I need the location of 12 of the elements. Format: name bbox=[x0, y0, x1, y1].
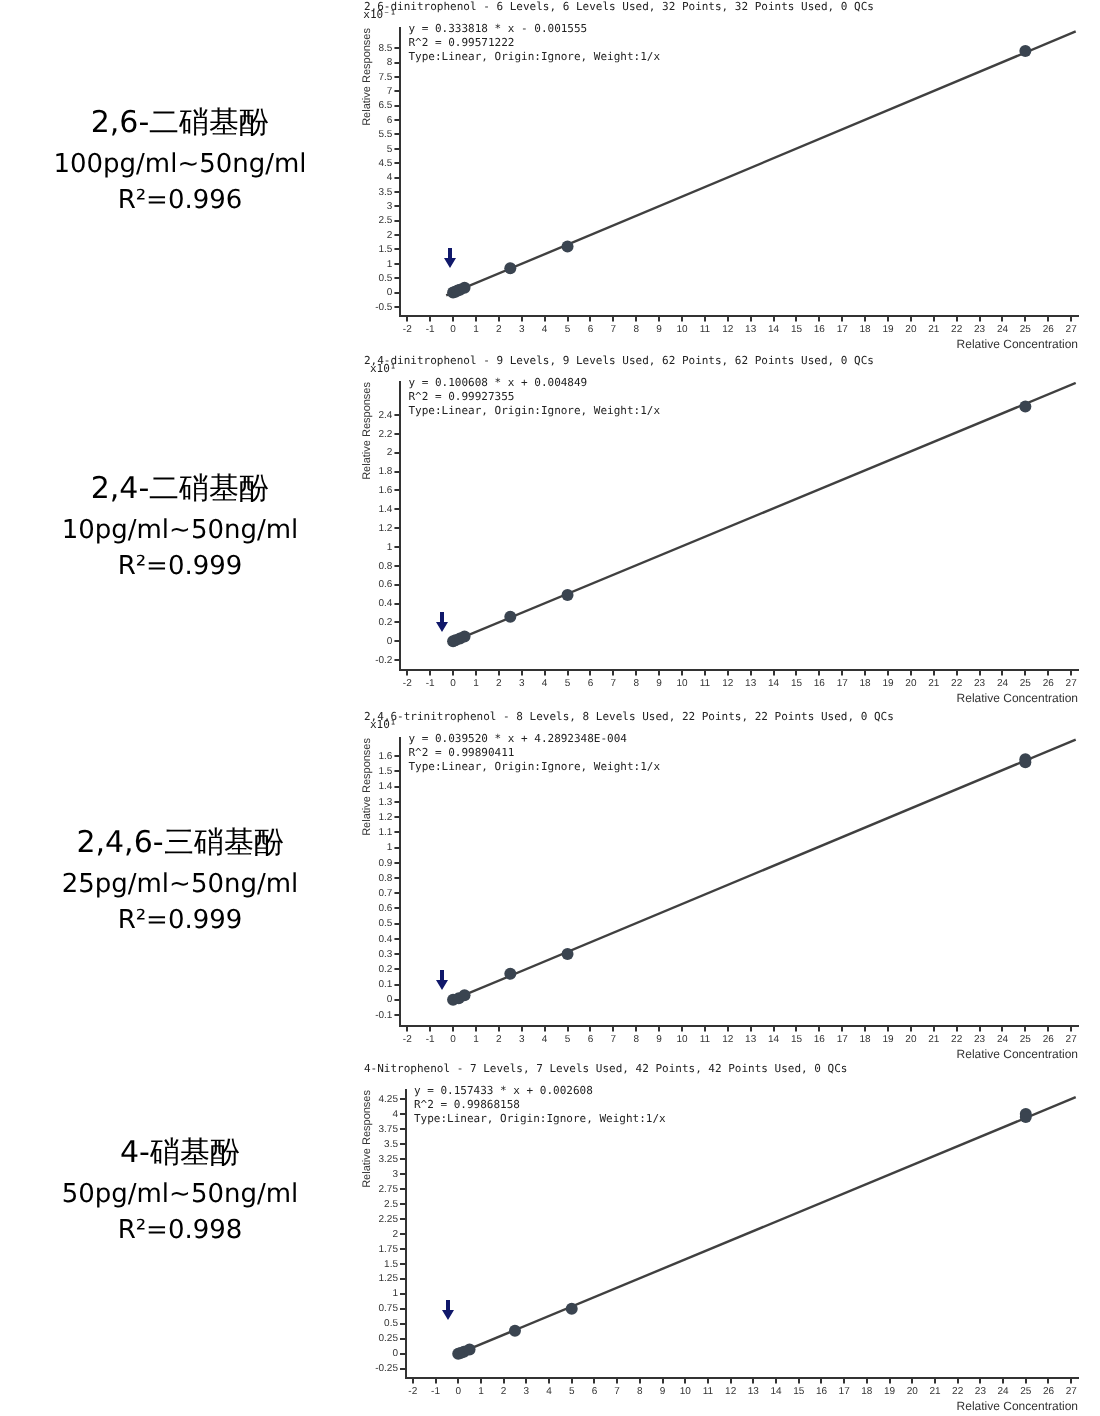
text: 10pg/ml~50ng/ml bbox=[59, 516, 301, 546]
text: 2,6-二硝基酚 bbox=[88, 104, 272, 142]
text: 50pg/ml~50ng/ml bbox=[59, 1180, 301, 1210]
text: 4-硝基酚 bbox=[118, 1134, 242, 1172]
text: 2,4,6-三硝基酚 bbox=[74, 824, 286, 862]
text: 2,4-二硝基酚 bbox=[88, 470, 272, 508]
text: 25pg/ml~50ng/ml bbox=[59, 870, 301, 900]
text: R²=0.999 bbox=[115, 906, 245, 936]
text: 100pg/ml~50ng/ml bbox=[51, 150, 309, 180]
text: R²=0.996 bbox=[115, 186, 245, 216]
text: R²=0.999 bbox=[115, 552, 245, 582]
text: R²=0.998 bbox=[115, 1216, 245, 1246]
